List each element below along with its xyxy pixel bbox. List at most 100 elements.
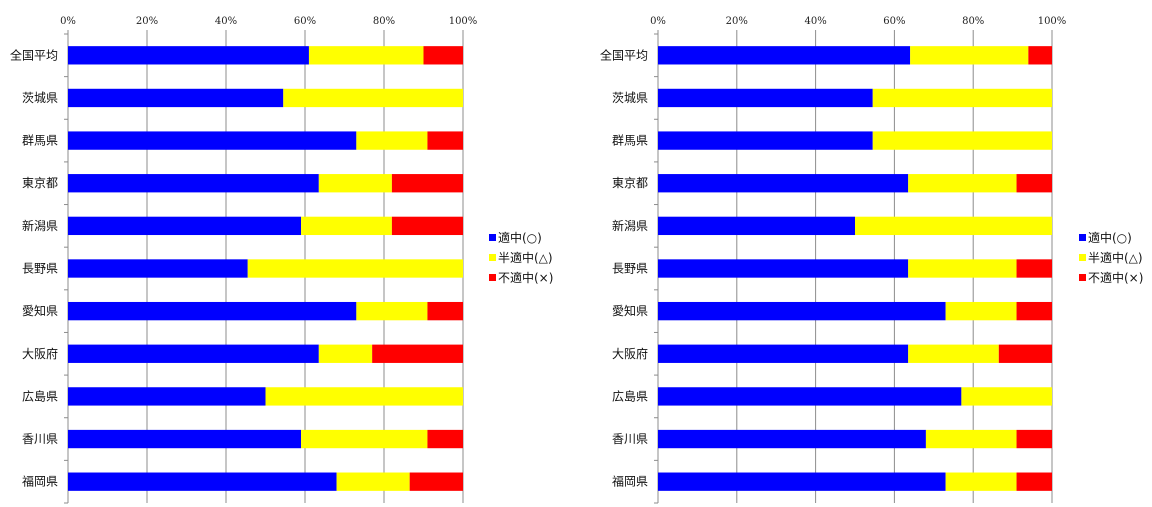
bar-segment: [308, 46, 424, 65]
bar-segment: [872, 88, 1052, 108]
category-label: 東京都: [612, 176, 648, 190]
bar-segment: [1016, 472, 1052, 491]
bar-segment: [658, 429, 926, 449]
x-tick-label: 80%: [962, 16, 984, 27]
x-tick-label: 0%: [650, 16, 666, 27]
x-tick-label: 40%: [804, 16, 826, 27]
bar-segment: [658, 259, 909, 278]
bar-segment: [961, 387, 1052, 406]
category-label: 大阪府: [612, 346, 648, 361]
bar-segment: [998, 344, 1052, 363]
legend-swatch: [1079, 274, 1086, 281]
bar-segment: [427, 131, 463, 150]
chart-2: 0% 20% 40% 60% 80% 100% 全国平均茨城県群馬県東京都新潟県長野県愛知県…: [600, 16, 1143, 504]
category-label: 香川県: [612, 432, 648, 446]
legend-label: 半適中(△): [1088, 250, 1143, 265]
x-tick-label: 60%: [883, 16, 905, 27]
bar-segment: [68, 46, 309, 65]
bar-segment: [283, 88, 463, 108]
bar-segment: [910, 46, 1029, 65]
x-tick-label: 80%: [373, 16, 395, 27]
x-tick-label: 40%: [215, 16, 237, 27]
legend-swatch: [489, 254, 496, 261]
category-label: 広島県: [22, 388, 58, 403]
category-label: 群馬県: [612, 134, 648, 148]
bar-segment: [925, 429, 1017, 449]
bar-segment: [301, 216, 392, 236]
bar-segment: [855, 216, 1052, 236]
bar-segment: [658, 301, 946, 321]
x-tick-label: 20%: [136, 16, 158, 27]
category-label: 長野県: [22, 262, 58, 276]
bar-segment: [68, 301, 357, 321]
bar-segment: [391, 216, 463, 236]
x-tick-label: 20%: [726, 16, 748, 27]
category-label: 福岡県: [612, 474, 648, 489]
bar-segment: [409, 472, 463, 491]
category-label: 東京都: [22, 176, 58, 190]
category-label: 香川県: [22, 432, 58, 446]
bar-segment: [247, 259, 463, 278]
category-label: 全国平均: [10, 47, 58, 62]
bar-segment: [908, 344, 999, 363]
legend: 適中(○) 半適中(△) 不適中(×): [489, 230, 553, 285]
legend-swatch: [489, 274, 496, 281]
category-label: 大阪府: [22, 346, 58, 361]
category-label: 茨城県: [612, 91, 648, 105]
bar-segment: [658, 216, 855, 236]
chart-1: 0% 20% 40% 60% 80% 100% 全国平均茨城県群馬県東京都新潟県長野県愛知県…: [10, 16, 553, 504]
bar-segment: [423, 46, 463, 65]
bar-segment: [872, 131, 1052, 150]
x-tick-label: 0%: [60, 16, 76, 27]
category-label: 全国平均: [600, 47, 648, 62]
bar-segment: [336, 472, 410, 491]
bar-segment: [427, 429, 463, 449]
bar-segment: [68, 174, 319, 193]
bar-segment: [372, 344, 463, 363]
bar-segment: [908, 259, 1017, 278]
category-label: 群馬県: [22, 134, 58, 148]
bar-segment: [658, 387, 962, 406]
bar-segment: [68, 259, 248, 278]
bar-segment: [1016, 259, 1052, 278]
bar-segment: [658, 46, 911, 65]
bar-segment: [68, 472, 337, 491]
bar-segment: [68, 88, 284, 108]
bar-segment: [68, 387, 266, 406]
bar-segment: [265, 387, 463, 406]
category-label: 茨城県: [22, 91, 58, 105]
legend-label: 不適中(×): [1088, 270, 1143, 285]
legend-label: 不適中(×): [498, 270, 553, 285]
x-tick-label: 100%: [1038, 16, 1067, 27]
bar-segment: [318, 344, 373, 363]
x-tick-label: 100%: [449, 16, 478, 27]
bar-segment: [658, 88, 873, 108]
legend-swatch: [489, 234, 496, 241]
bar-segment: [391, 174, 463, 193]
category-label: 新潟県: [22, 218, 58, 233]
legend-label: 半適中(△): [498, 250, 553, 265]
bar-segment: [318, 174, 392, 193]
bar-segment: [658, 472, 946, 491]
legend-swatch: [1079, 254, 1086, 261]
category-label: 愛知県: [612, 304, 648, 318]
bar-segment: [68, 429, 302, 449]
bar-segment: [658, 131, 873, 150]
bar-segment: [945, 301, 1017, 321]
bar-segment: [908, 174, 1017, 193]
bar-segment: [945, 472, 1017, 491]
category-label: 長野県: [612, 262, 648, 276]
bar-segment: [68, 131, 357, 150]
bar-segment: [658, 174, 909, 193]
bar-segment: [1016, 429, 1052, 449]
category-label: 新潟県: [612, 218, 648, 233]
bar-segment: [1016, 174, 1052, 193]
bar-segment: [301, 429, 428, 449]
bar-segment: [68, 344, 319, 363]
legend-label: 適中(○): [1088, 230, 1132, 245]
bar-segment: [356, 131, 428, 150]
category-label: 広島県: [612, 388, 648, 403]
bar-segment: [1016, 301, 1052, 321]
bar-segment: [68, 216, 302, 236]
legend-label: 適中(○): [498, 230, 542, 245]
